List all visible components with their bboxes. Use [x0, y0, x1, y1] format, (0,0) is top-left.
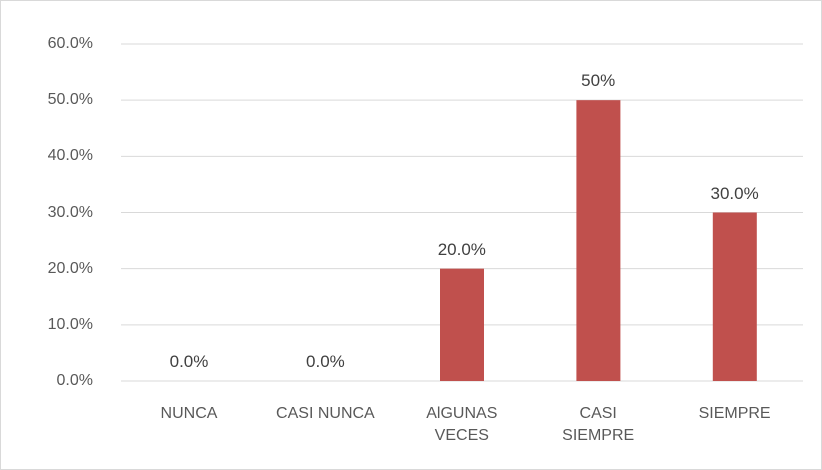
- x-tick-label: SIEMPRE: [698, 405, 771, 422]
- y-tick-label: 40.0%: [47, 147, 93, 165]
- data-label: 50%: [581, 71, 616, 91]
- y-tick-label: 20.0%: [47, 259, 93, 277]
- y-tick-label: 0.0%: [56, 372, 93, 389]
- data-label: 0.0%: [169, 352, 209, 371]
- y-tick-label: 10.0%: [47, 315, 93, 333]
- x-tick-label: CASI NUNCA: [276, 405, 375, 422]
- data-label: 30.0%: [710, 183, 759, 203]
- bar: [712, 212, 757, 381]
- y-tick-label: 60.0%: [47, 35, 93, 52]
- data-label: 20.0%: [437, 239, 486, 259]
- x-tick-label: CASI SIEMPRE: [562, 405, 635, 444]
- x-tick-label: NUNCA: [160, 405, 218, 422]
- y-tick-label: 50.0%: [47, 91, 93, 109]
- bar: [440, 268, 484, 381]
- x-tick-label: AlGUNAS VECES: [426, 405, 498, 444]
- y-tick-label: 30.0%: [47, 203, 93, 221]
- bar: [576, 100, 621, 382]
- data-label: 0.0%: [306, 352, 345, 371]
